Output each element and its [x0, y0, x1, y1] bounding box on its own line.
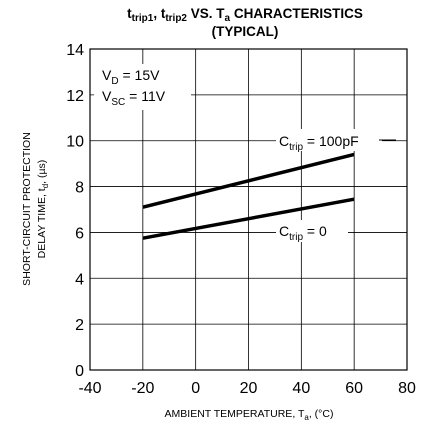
y-tick-label: 8	[75, 180, 84, 197]
series-label-100pf: Ctrip = 100pF	[279, 133, 359, 153]
condition-vsc: VSC = 11V	[102, 88, 166, 108]
x-tick-label: 40	[292, 380, 310, 397]
series-line-1	[142, 197, 355, 240]
series-line-0	[142, 152, 355, 209]
y-tick-label: 6	[75, 225, 84, 242]
plot-frame	[89, 48, 408, 371]
x-tick-labels: -40 -20 0 20 40 60 80	[78, 380, 416, 397]
y-axis-label-line1: SHORT-CIRCUIT PROTECTION	[21, 132, 33, 286]
y-axis-label-line2: DELAY TIME, td, (µs)	[36, 160, 50, 259]
y-tick-label: 4	[75, 271, 84, 288]
series-label-bg-0	[276, 220, 348, 242]
y-tick-label: 14	[66, 42, 84, 59]
y-tick-labels: 0 2 4 6 8 10 12 14	[66, 42, 84, 380]
y-tick-label: 0	[75, 363, 84, 380]
conditions-box	[94, 64, 191, 110]
y-tick-label: 2	[75, 317, 84, 334]
x-tick-label: 60	[345, 380, 363, 397]
x-tick-label: 20	[240, 380, 258, 397]
y-tick-label: 12	[66, 88, 84, 105]
x-axis-label: AMBIENT TEMPERATURE, Ta, (°C)	[165, 408, 334, 422]
x-tick-label: -20	[131, 380, 154, 397]
x-tick-label: 0	[191, 380, 200, 397]
x-tick-label: -40	[78, 380, 101, 397]
series-lines	[142, 152, 355, 240]
y-axis-label: SHORT-CIRCUIT PROTECTION DELAY TIME, td,…	[21, 132, 50, 286]
condition-vd: VD = 15V	[102, 67, 160, 87]
chart-title-line1: ttrip1, ttrip2 VS. Ta CHARACTERISTICS	[127, 6, 363, 24]
series-label-bg-100pf	[276, 129, 382, 151]
y-tick-label: 10	[66, 134, 84, 151]
x-tick-label: 80	[398, 380, 416, 397]
chart-title-line2: (TYPICAL)	[212, 24, 279, 39]
series-label-0: Ctrip = 0	[279, 223, 327, 243]
